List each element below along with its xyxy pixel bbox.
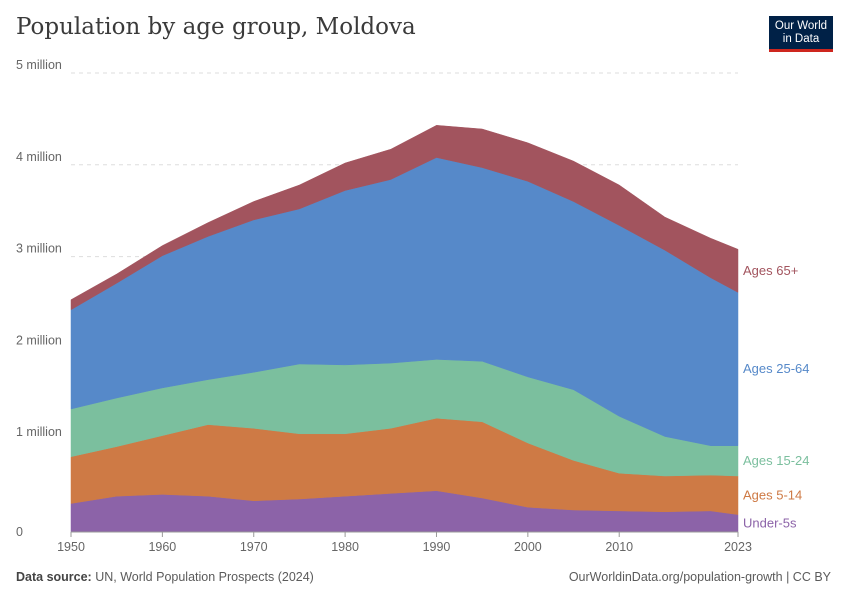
y-tick-label: 3 million [16,242,62,256]
x-tick-label: 1970 [240,540,268,554]
y-tick-label: 0 [16,525,23,539]
y-tick-label: 5 million [16,58,62,72]
series-label-ages-25-64[interactable]: Ages 25-64 [743,361,810,376]
x-tick-label: 1990 [423,540,451,554]
y-tick-label: 4 million [16,150,62,164]
logo-line-1: Our World [774,20,828,32]
x-tick-label: 2010 [605,540,633,554]
axes: 0 1 million 2 million 3 million 4 million 5 m… [16,58,752,554]
area-ages-65-[interactable] [70,125,739,311]
series-label-ages-5-14[interactable]: Ages 5-14 [743,487,802,502]
stacked-areas [70,125,739,533]
data-source-label: Data source: [16,570,92,584]
chart-title: Population by age group, Moldova [16,14,416,40]
y-tick-label: 2 million [16,333,62,347]
data-source-text[interactable]: UN, World Population Prospects (2024) [95,570,314,584]
series-label-under-5s[interactable]: Under-5s [743,515,797,530]
series-labels: Under-5s Ages 5-14 Ages 15-24 Ages 25-64 Age… [743,263,810,530]
series-label-ages-65-[interactable]: Ages 65+ [743,263,798,278]
owid-logo[interactable]: Our World in Data [769,16,833,52]
data-source: Data source: UN, World Population Prospe… [16,570,314,584]
x-tick-label: 2023 [724,540,752,554]
x-tick-label: 2000 [514,540,542,554]
x-tick-label: 1980 [331,540,359,554]
series-label-ages-15-24[interactable]: Ages 15-24 [743,453,810,468]
logo-line-2: in Data [782,32,820,45]
x-tick-label: 1950 [57,540,85,554]
footer-credit[interactable]: OurWorldinData.org/population-growth | C… [568,570,831,584]
area-chart: 0 1 million 2 million 3 million 4 million 5 m… [16,58,810,554]
y-tick-label: 1 million [16,425,62,439]
x-tick-label: 1960 [148,540,176,554]
